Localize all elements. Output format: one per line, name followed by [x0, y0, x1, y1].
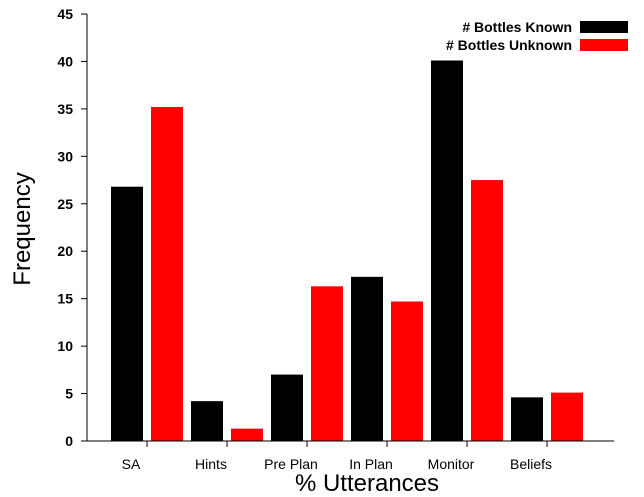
legend-swatch-unknown — [580, 39, 628, 51]
y-tick-label: 25 — [57, 196, 73, 212]
bar-unknown-beliefs — [551, 392, 583, 441]
x-axis: SA Hints Pre Plan In Plan Monitor Beliefs — [87, 440, 614, 472]
y-tick-label: 35 — [57, 101, 73, 117]
y-tick-label: 0 — [65, 433, 73, 449]
bar-unknown-sa — [151, 106, 183, 441]
legend: # Bottles Known # Bottles Unknown — [446, 19, 628, 53]
bar-known-monitor — [431, 60, 463, 442]
y-tick-label: 45 — [57, 6, 73, 22]
y-tick-label: 30 — [57, 148, 73, 164]
x-category-label: Hints — [195, 456, 227, 472]
x-category-label: In Plan — [349, 456, 393, 472]
bar-known-beliefs — [511, 397, 543, 441]
legend-label-unknown: # Bottles Unknown — [446, 37, 572, 53]
bar-known-pre-plan — [271, 374, 303, 441]
bar-unknown-in-plan — [391, 301, 423, 441]
bar-known-sa — [111, 186, 143, 441]
y-tick-label: 10 — [57, 338, 73, 354]
x-category-label: Pre Plan — [264, 456, 318, 472]
bar-known-in-plan — [351, 276, 383, 441]
y-axis: 0 5 10 15 20 25 30 35 40 45 — [57, 6, 88, 449]
legend-label-known: # Bottles Known — [462, 19, 572, 35]
y-axis-title: Frequency — [9, 172, 36, 285]
y-tick-label: 15 — [57, 291, 73, 307]
y-tick-label: 20 — [57, 243, 73, 259]
bars-group — [111, 60, 583, 442]
y-tick-label: 40 — [57, 53, 73, 69]
legend-swatch-known — [580, 21, 628, 33]
x-category-label: Beliefs — [510, 456, 552, 472]
bar-unknown-pre-plan — [311, 286, 343, 441]
x-category-label: Monitor — [428, 456, 475, 472]
bar-unknown-hints — [231, 428, 263, 441]
x-category-label: SA — [122, 456, 141, 472]
x-axis-title: % Utterances — [295, 470, 439, 497]
y-tick-label: 5 — [65, 386, 73, 402]
bar-known-hints — [191, 401, 223, 441]
bar-unknown-monitor — [471, 180, 503, 442]
